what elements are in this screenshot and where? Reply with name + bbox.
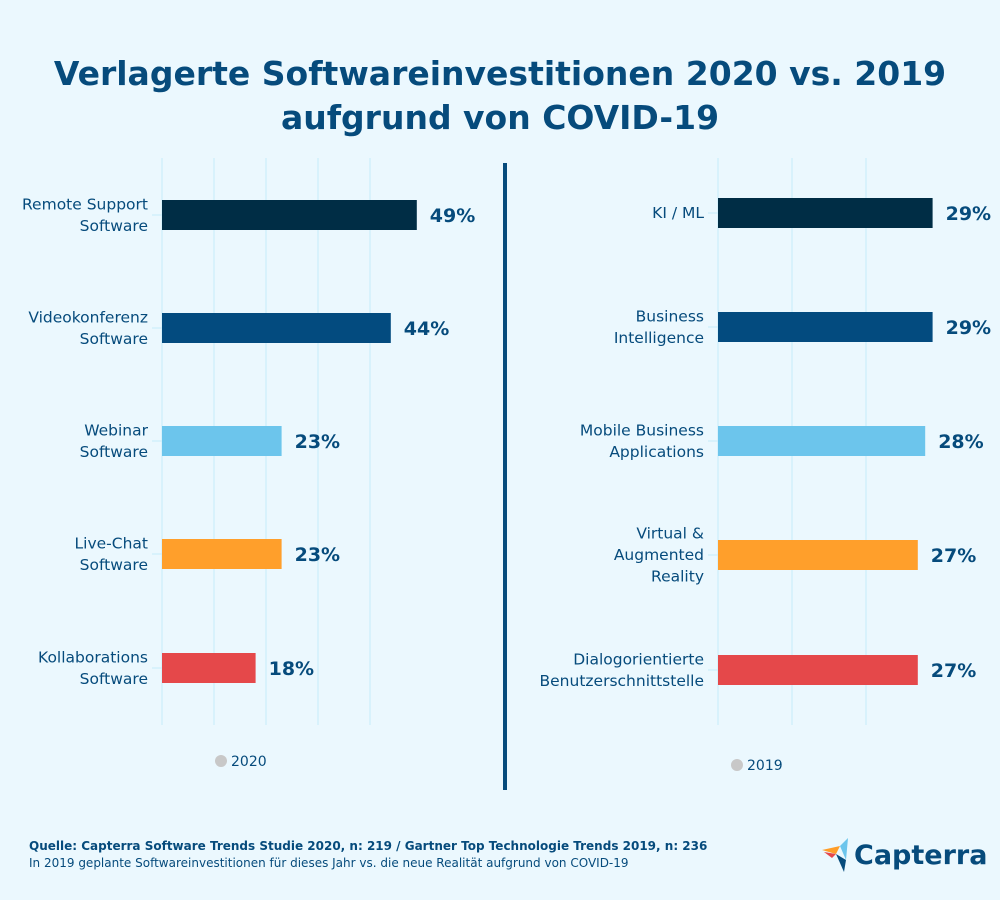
category-label: Mobile Business (580, 421, 704, 439)
category-label: KI / ML (652, 204, 704, 222)
category-label: Dialogorientierte (573, 650, 704, 668)
category-label: Business (636, 307, 704, 325)
category-label: Software (80, 330, 148, 348)
category-label: Reality (651, 568, 704, 586)
legend-dot (731, 759, 743, 771)
category-label: Kollaborations (38, 648, 148, 666)
bar-2020-2 (162, 426, 282, 456)
footer-source: Quelle: Capterra Software Trends Studie … (29, 839, 708, 853)
category-label: Software (80, 670, 148, 688)
legend-label: 2020 (231, 754, 267, 770)
bar-2020-1 (162, 313, 391, 343)
chart-title: Verlagerte Softwareinvestitionen 2020 vs… (0, 52, 1000, 140)
data-label: 18% (269, 658, 314, 680)
bar-2019-2 (718, 426, 926, 456)
legend-dot (215, 755, 227, 767)
data-label: 44% (404, 318, 449, 340)
category-label: Virtual & (636, 525, 704, 543)
data-label: 49% (430, 205, 475, 227)
title-line-2: aufgrund von COVID-19 (280, 98, 720, 137)
data-label: 23% (295, 544, 340, 566)
category-label: Augmented (614, 546, 704, 564)
bar-2019-3 (718, 540, 918, 570)
capterra-logo: Capterra (822, 838, 987, 872)
bar-2020-4 (162, 653, 256, 683)
data-label: 29% (946, 203, 991, 225)
category-label: Software (80, 217, 148, 235)
bar-2019-4 (718, 655, 918, 685)
footer-note: In 2019 geplante Softwareinvestitionen f… (29, 856, 629, 870)
category-label: Remote Support (22, 195, 148, 213)
category-label: Intelligence (614, 329, 704, 347)
data-label: 27% (931, 545, 976, 567)
category-label: Applications (609, 443, 704, 461)
data-label: 23% (295, 431, 340, 453)
category-label: Live-Chat (75, 534, 148, 552)
category-label: Software (80, 443, 148, 461)
bar-2020-0 (162, 200, 417, 230)
data-label: 28% (938, 431, 983, 453)
category-label: Software (80, 556, 148, 574)
bar-2019-1 (718, 312, 933, 342)
data-label: 27% (931, 660, 976, 682)
category-label: Videokonferenz (28, 308, 148, 326)
category-label: Benutzerschnittstelle (540, 672, 704, 690)
legend-label: 2019 (747, 758, 783, 774)
bar-2020-3 (162, 539, 282, 569)
title-line-1: Verlagerte Softwareinvestitionen 2020 vs… (53, 54, 947, 93)
capterra-logo-text: Capterra (854, 839, 988, 871)
category-label: Webinar (84, 421, 148, 439)
capterra-logo-icon (822, 838, 848, 872)
bar-2019-0 (718, 198, 933, 228)
data-label: 29% (946, 317, 991, 339)
footer: Quelle: Capterra Software Trends Studie … (29, 838, 707, 872)
